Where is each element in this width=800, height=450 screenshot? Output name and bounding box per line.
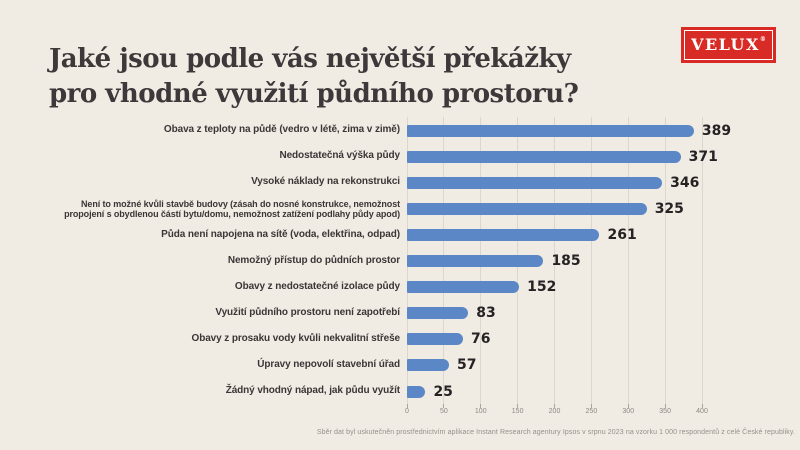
- bar: [407, 255, 544, 267]
- gridline: [627, 117, 629, 404]
- value-label: 371: [688, 148, 718, 165]
- x-axis-tick-label: 0: [405, 408, 409, 415]
- value-label: 346: [670, 174, 700, 191]
- axis-tick: [701, 404, 703, 408]
- bar: [407, 176, 663, 189]
- value-label: 185: [551, 253, 581, 269]
- velux-logo: VELUX®: [681, 27, 776, 63]
- x-axis-tick-label: 200: [548, 408, 561, 415]
- value-label: 57: [457, 357, 477, 374]
- value-label: 261: [607, 226, 637, 243]
- bar: [407, 150, 681, 163]
- bar: [407, 307, 469, 320]
- axis-tick: [480, 404, 482, 408]
- axis-tick: [517, 404, 519, 408]
- axis-tick: [664, 404, 666, 408]
- value-label: 76: [471, 331, 491, 348]
- bar: [407, 228, 600, 241]
- x-axis-tick-label: 100: [474, 408, 487, 415]
- category-label: Úpravy nepovolí stavební úřad: [257, 359, 400, 371]
- axis-tick: [443, 404, 445, 408]
- axis-tick: [406, 404, 408, 408]
- category-label: Nedostatečná výška půdy: [279, 150, 400, 162]
- x-axis-tick-label: 350: [659, 408, 671, 415]
- x-axis-tick-label: 400: [696, 408, 708, 415]
- category-label: Obavy z prosaku vody kvůli nekvalitní st…: [191, 333, 401, 345]
- page-title-line1: Jaké jsou podle vás největší překážky: [49, 44, 571, 74]
- bar: [407, 281, 520, 294]
- category-label: Žádný vhodný nápad, jak půdu využít: [225, 385, 400, 397]
- value-label: 325: [654, 200, 684, 217]
- gridline: [590, 117, 592, 404]
- value-label: 83: [476, 305, 496, 322]
- bar: [407, 333, 464, 346]
- gridline: [701, 117, 703, 404]
- value-label: 25: [433, 383, 453, 400]
- velux-logo-text: VELUX: [691, 35, 760, 54]
- page-title: Jaké jsou podle vás největší překážky pr…: [49, 42, 579, 112]
- bar: [407, 124, 694, 137]
- x-axis-tick-label: 300: [622, 408, 635, 415]
- gridline: [554, 117, 555, 404]
- category-label: Není to možné kvůli stavbě budovy (zásah…: [64, 198, 400, 219]
- category-label: Půda není napojena na sítě (voda, elektř…: [161, 228, 400, 240]
- registered-trademark-icon: ®: [759, 36, 766, 43]
- category-label: Využití půdního prostoru není zapotřebí: [215, 306, 400, 318]
- axis-tick: [627, 404, 629, 408]
- x-axis-tick-label: 250: [585, 408, 598, 415]
- category-label: Obavy z nedostatečné izolace půdy: [234, 280, 400, 292]
- x-axis-tick-label: 150: [511, 408, 524, 415]
- bar: [407, 202, 647, 215]
- category-label: Vysoké náklady na rekonstrukci: [251, 176, 400, 188]
- category-label: Obava z teploty na půdě (vedro v létě, z…: [163, 124, 400, 136]
- gridline: [664, 117, 666, 404]
- category-label: Nemožný přístup do půdních prostor: [227, 254, 400, 266]
- axis-tick: [554, 404, 555, 408]
- page-title-line2: pro vhodné využití půdního prostoru?: [49, 79, 579, 109]
- value-label: 389: [701, 122, 732, 139]
- x-axis-tick-label: 50: [439, 408, 448, 415]
- velux-logo-frame: VELUX®: [684, 30, 773, 60]
- source-note: Sběr dat byl uskutečněn prostřednictvím …: [316, 429, 795, 436]
- bar: [407, 385, 426, 398]
- bar: [407, 359, 450, 372]
- axis-tick: [590, 404, 592, 408]
- value-label: 152: [527, 279, 557, 296]
